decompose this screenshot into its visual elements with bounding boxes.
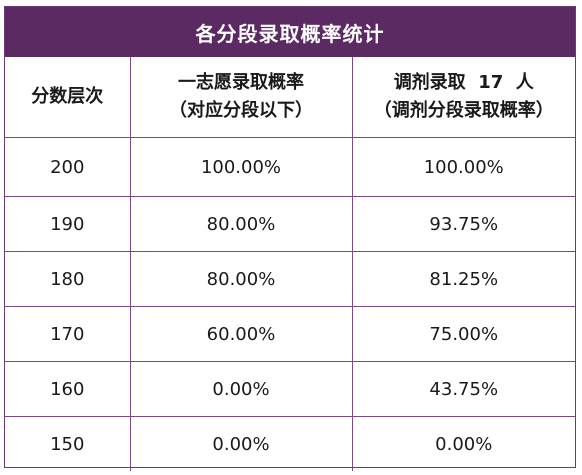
- adjusted-cell: 100.00%: [351, 137, 575, 197]
- adjusted-cell: 0.00%: [351, 416, 575, 471]
- score-cell: 160: [5, 361, 130, 417]
- table-row: 200 100.00% 100.00%: [5, 137, 575, 197]
- table-row: 170 60.00% 75.00%: [5, 306, 575, 362]
- table-row: 150 0.00% 0.00%: [5, 416, 575, 471]
- adjusted-cell: 81.25%: [351, 251, 575, 307]
- adjusted-cell: 43.75%: [351, 361, 575, 417]
- adjusted-cell: 93.75%: [351, 196, 575, 252]
- adjusted-cell: 75.00%: [351, 306, 575, 362]
- header-score-level: 分数层次: [31, 86, 104, 107]
- probability-table: 分数层次 一志愿录取概率 （对应分段以下） 调剂录取 17 人 （调剂分段录取概…: [5, 57, 575, 471]
- header-adjusted-probability: 调剂录取 17 人 （调剂分段录取概率）: [351, 57, 575, 138]
- first-choice-cell: 0.00%: [129, 416, 352, 471]
- score-cell: 190: [5, 196, 130, 252]
- header-row: 分数层次 一志愿录取概率 （对应分段以下） 调剂录取 17 人 （调剂分段录取概…: [5, 57, 575, 138]
- table-title: 各分段录取概率统计: [5, 7, 575, 57]
- first-choice-cell: 60.00%: [129, 306, 352, 362]
- score-cell: 180: [5, 251, 130, 307]
- first-choice-cell: 80.00%: [129, 251, 352, 307]
- first-choice-cell: 80.00%: [129, 196, 352, 252]
- table-row: 180 80.00% 81.25%: [5, 251, 575, 307]
- score-cell: 150: [5, 416, 130, 471]
- first-choice-cell: 0.00%: [129, 361, 352, 417]
- table-row: 160 0.00% 43.75%: [5, 361, 575, 417]
- probability-table-frame: 各分段录取概率统计 分数层次 一志愿录取概率 （对应分段以下） 调剂录取 17 …: [4, 6, 576, 471]
- score-cell: 200: [5, 137, 130, 197]
- first-choice-cell: 100.00%: [129, 137, 352, 197]
- header-first-choice-probability: 一志愿录取概率 （对应分段以下）: [129, 57, 352, 138]
- score-cell: 170: [5, 306, 130, 362]
- table-row: 190 80.00% 93.75%: [5, 196, 575, 252]
